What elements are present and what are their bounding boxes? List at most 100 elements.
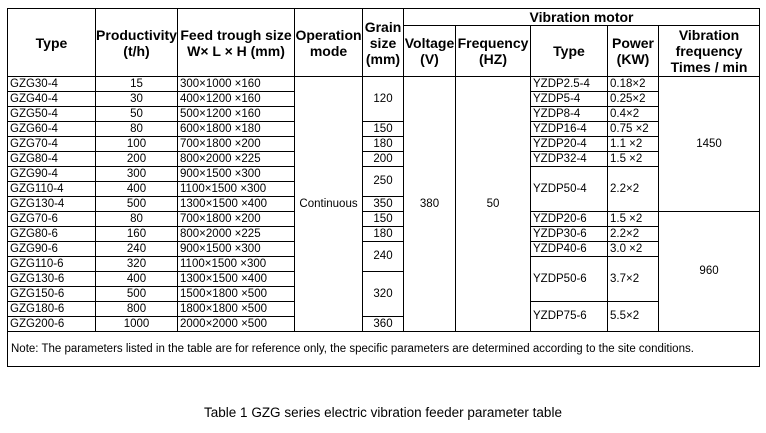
table-row: GZG80-6 160 800×2000 ×225 180 YZDP30-6 2…	[7, 226, 760, 242]
trough-size: 1100×1500 ×300	[177, 256, 295, 272]
vibration-frequency: 1450	[657, 76, 761, 212]
productivity: 100	[95, 136, 178, 152]
motor-power: 0.25×2	[607, 91, 659, 107]
model-type: GZG90-4	[7, 166, 96, 182]
motor-power: 0.75 ×2	[607, 121, 659, 137]
motor-power: 3.7×2	[607, 256, 659, 302]
productivity: 400	[95, 271, 178, 287]
voltage: 380	[403, 76, 456, 332]
table-row: GZG150-6 500 1500×1800 ×500	[7, 286, 760, 302]
note-row: Note: The parameters listed in the table…	[6, 331, 761, 367]
model-type: GZG30-4	[7, 76, 96, 92]
table-row: GZG110-4 400 1100×1500 ×300	[7, 181, 760, 197]
trough-size: 500×1200 ×160	[177, 106, 295, 122]
model-type: GZG110-6	[7, 256, 96, 272]
table-row: GZG70-6 80 700×1800 ×200 150 YZDP20-6 1.…	[7, 211, 761, 332]
productivity: 1000	[95, 316, 178, 332]
productivity: 400	[95, 181, 178, 197]
motor-type: YZDP20-6	[530, 211, 608, 227]
motor-type: YZDP50-6	[530, 256, 608, 302]
model-type: GZG80-4	[7, 151, 96, 167]
motor-type: YZDP5-4	[530, 91, 608, 107]
frequency: 50	[455, 76, 531, 332]
trough-size: 1100×1500 ×300	[177, 181, 295, 197]
trough-size: 1500×1800 ×500	[177, 286, 295, 302]
grain-size: 240	[362, 241, 404, 272]
grain-size: 320	[362, 271, 404, 317]
table-row: GZG70-4 100 700×1800 ×200 180 YZDP20-4 1…	[7, 136, 760, 152]
productivity: 160	[95, 226, 178, 242]
motor-type: YZDP16-4	[530, 121, 608, 137]
table-row: GZG30-4 15 300×1000 ×160 Continuous 120 …	[7, 76, 761, 332]
table-row: GZG80-4 200 800×2000 ×225 200 YZDP32-4 1…	[7, 151, 760, 167]
motor-power: 2.2×2	[607, 166, 659, 212]
motor-power: 1.1 ×2	[607, 136, 659, 152]
productivity: 50	[95, 106, 178, 122]
trough-size: 900×1500 ×300	[177, 166, 295, 182]
grain-size: 180	[362, 226, 404, 242]
productivity: 15	[95, 76, 178, 92]
grain-size: 360	[362, 316, 404, 332]
grain-size: 150	[362, 121, 404, 137]
productivity: 300	[95, 166, 178, 182]
table-row: GZG180-6 800 1800×1800 ×500 YZDP75-6 5.5…	[7, 301, 760, 332]
trough-size: 300×1000 ×160	[177, 76, 295, 92]
header-vibration-motor: Vibration motor	[402, 8, 761, 26]
productivity: 500	[95, 286, 178, 302]
motor-type: YZDP2.5-4	[530, 76, 608, 92]
trough-size: 1800×1800 ×500	[177, 301, 295, 317]
model-type: GZG150-6	[7, 286, 96, 302]
grain-size: 250	[362, 166, 404, 197]
productivity: 80	[95, 211, 178, 227]
parameter-table: Type Productivity (t/h) Feed trough size…	[6, 8, 761, 367]
header-voltage: Voltage (V)	[403, 25, 456, 77]
model-type: GZG40-4	[7, 91, 96, 107]
model-type: GZG130-6	[7, 271, 96, 287]
trough-size: 2000×2000 ×500	[177, 316, 295, 332]
productivity: 800	[95, 301, 178, 317]
productivity: 320	[95, 256, 178, 272]
motor-power: 1.5 ×2	[607, 211, 659, 227]
grain-size: 350	[362, 196, 404, 212]
table-row: GZG60-4 80 600×1800 ×180 150 YZDP16-4 0.…	[7, 121, 760, 137]
grain-size: 150	[362, 211, 404, 227]
table-note: Note: The parameters listed in the table…	[6, 331, 761, 367]
trough-size: 700×1800 ×200	[177, 136, 295, 152]
motor-type: YZDP75-6	[530, 301, 608, 332]
header-operation-mode: Operation mode	[294, 8, 363, 77]
grain-size: 180	[362, 136, 404, 152]
motor-type: YZDP20-4	[530, 136, 608, 152]
table-row: GZG90-4 300 900×1500 ×300 250 YZDP50-4 2…	[7, 166, 760, 212]
motor-power: 5.5×2	[607, 301, 659, 332]
model-type: GZG110-4	[7, 181, 96, 197]
productivity: 30	[95, 91, 178, 107]
header-feed-trough-size: Feed trough size W× L × H (mm)	[177, 8, 295, 77]
table-row: GZG130-4 500 1300×1500 ×400 350	[7, 196, 760, 212]
model-type: GZG90-6	[7, 241, 96, 257]
trough-size: 900×1500 ×300	[177, 241, 295, 257]
trough-size: 1300×1500 ×400	[177, 271, 295, 287]
header-grain-size: Grain size (mm)	[362, 8, 404, 77]
model-type: GZG200-6	[7, 316, 96, 332]
trough-size: 800×2000 ×225	[177, 226, 295, 242]
trough-size: 1300×1500 ×400	[177, 196, 295, 212]
vibration-frequency: 960	[657, 211, 761, 332]
motor-power: 2.2×2	[607, 226, 659, 242]
model-type: GZG60-4	[7, 121, 96, 137]
header-vibration-frequency: Vibration frequency Times / min	[657, 25, 761, 77]
motor-power: 0.18×2	[607, 76, 659, 92]
trough-size: 400×1200 ×160	[177, 91, 295, 107]
table-caption: Table 1 GZG series electric vibration fe…	[204, 405, 562, 420]
productivity: 80	[95, 121, 178, 137]
header-type: Type	[7, 8, 96, 77]
motor-power: 0.4×2	[607, 106, 659, 122]
model-type: GZG80-6	[7, 226, 96, 242]
model-type: GZG70-6	[7, 211, 96, 227]
table-row: GZG90-6 240 900×1500 ×300 240 YZDP40-6 3…	[7, 241, 760, 272]
header-power: Power (KW)	[607, 25, 659, 77]
model-type: GZG180-6	[7, 301, 96, 317]
grain-size: 200	[362, 151, 404, 167]
trough-size: 800×2000 ×225	[177, 151, 295, 167]
trough-size: 700×1800 ×200	[177, 211, 295, 227]
trough-size: 600×1800 ×180	[177, 121, 295, 137]
